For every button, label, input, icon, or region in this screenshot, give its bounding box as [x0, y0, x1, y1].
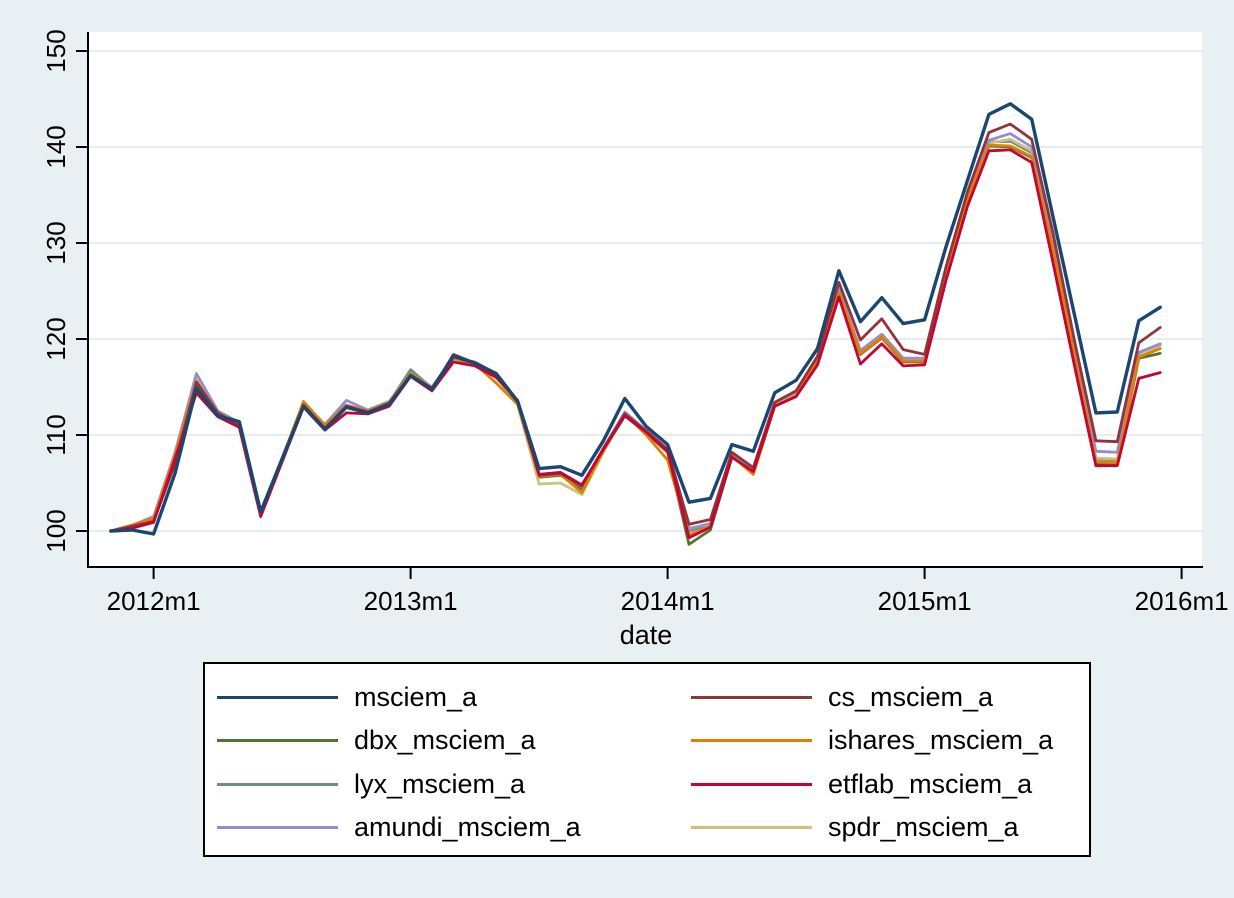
legend-line-swatch: [691, 782, 812, 786]
legend-label: spdr_msciem_a: [828, 811, 1019, 842]
legend-item-msciem_a: msciem_a: [205, 676, 647, 719]
legend-item-ishares_msciem_a: ishares_msciem_a: [647, 719, 1089, 762]
y-tick-label: 100: [41, 509, 71, 552]
y-tick-label: 130: [41, 221, 71, 264]
x-tick-label: 2016m1: [1135, 586, 1229, 616]
y-tick-label: 150: [41, 29, 71, 72]
legend-label: ishares_msciem_a: [828, 725, 1054, 756]
index-comparison-figure: 100 110 120 130 140 150 2012m1 2013m1 2014m1 2015…: [41, 29, 1229, 857]
y-tick-label: 140: [41, 125, 71, 168]
x-tick-label: 2012m1: [107, 586, 201, 616]
y-tick-label: 120: [41, 317, 71, 360]
legend-label: cs_msciem_a: [828, 682, 994, 713]
legend-line-swatch: [217, 825, 338, 829]
legend-line-swatch: [217, 739, 338, 743]
legend-item-lyx_msciem_a: lyx_msciem_a: [205, 763, 647, 806]
legend-line-swatch: [691, 739, 812, 743]
legend-line-swatch: [691, 696, 812, 700]
legend-label: dbx_msciem_a: [354, 725, 536, 756]
legend-item-cs_msciem_a: cs_msciem_a: [647, 676, 1089, 719]
y-tick-label: 110: [41, 414, 71, 455]
legend-item-dbx_msciem_a: dbx_msciem_a: [205, 719, 647, 762]
chart-legend: msciem_a cs_msciem_a dbx_msciem_a ishares_m…: [203, 662, 1091, 857]
legend-line-swatch: [217, 782, 338, 786]
legend-item-spdr_msciem_a: spdr_msciem_a: [647, 806, 1089, 849]
legend-label: amundi_msciem_a: [354, 811, 581, 842]
legend-item-amundi_msciem_a: amundi_msciem_a: [205, 806, 647, 849]
legend-label: etflab_msciem_a: [828, 768, 1033, 799]
x-tick-label: 2014m1: [621, 586, 715, 616]
legend-label: msciem_a: [354, 682, 478, 713]
x-axis-title: date: [620, 620, 673, 650]
legend-line-swatch: [691, 825, 812, 829]
series-line-msciem_a: [109, 102, 1162, 536]
x-tick-label: 2013m1: [364, 586, 458, 616]
legend-line-swatch: [217, 696, 338, 700]
legend-label: lyx_msciem_a: [354, 768, 526, 799]
legend-item-etflab_msciem_a: etflab_msciem_a: [647, 763, 1089, 806]
x-tick-label: 2015m1: [878, 586, 972, 616]
line-chart: 100 110 120 130 140 150 2012m1 2013m1 2014m1 2015…: [41, 29, 1229, 650]
